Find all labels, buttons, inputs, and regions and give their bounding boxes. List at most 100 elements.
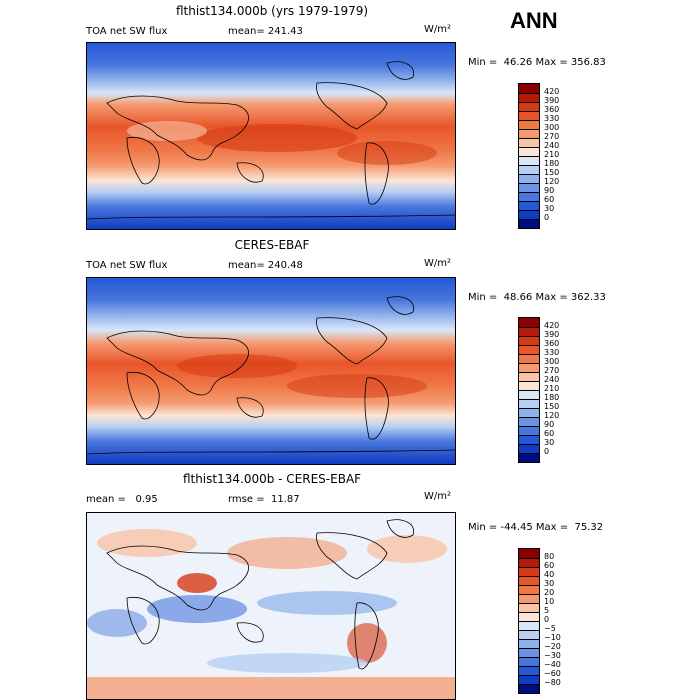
colorbar-swatch <box>519 576 539 585</box>
panel-3-units: W/m² <box>424 491 452 502</box>
colorbar-swatch <box>519 336 539 345</box>
colorbar-swatch <box>519 549 539 558</box>
colorbar-tick: 60 <box>544 429 555 438</box>
panel-1-mean-label: mean= 241.43 <box>228 26 303 37</box>
panel-2-left-label: TOA net SW flux <box>86 260 168 271</box>
colorbar-swatch <box>519 120 539 129</box>
colorbar-swatch <box>519 147 539 156</box>
panel-1-map <box>86 42 456 230</box>
colorbar-swatch <box>519 675 539 684</box>
colorbar-tick: 0 <box>544 615 550 624</box>
colorbar-swatch <box>519 201 539 210</box>
panel-2-units: W/m² <box>424 258 452 269</box>
colorbar-tick: 30 <box>544 579 555 588</box>
colorbar-swatch <box>519 354 539 363</box>
colorbar-swatch <box>519 612 539 621</box>
panel-3-colorbar <box>518 548 540 694</box>
panel-3-minmax: Min = -44.45 Max = 75.32 <box>468 522 604 533</box>
colorbar-swatch <box>519 345 539 354</box>
colorbar-tick: 300 <box>544 357 560 366</box>
colorbar-swatch <box>519 93 539 102</box>
panel-1-units: W/m² <box>424 24 452 35</box>
panel-2-colorbar <box>518 317 540 463</box>
colorbar-swatch <box>519 84 539 93</box>
colorbar-tick: 240 <box>544 141 560 150</box>
colorbar-swatch <box>519 585 539 594</box>
colorbar-swatch <box>519 567 539 576</box>
colorbar-tick: −30 <box>544 651 561 660</box>
colorbar-tick: 150 <box>544 402 560 411</box>
colorbar-tick: 420 <box>544 321 560 330</box>
colorbar-tick: 330 <box>544 348 560 357</box>
colorbar-tick: 300 <box>544 123 560 132</box>
colorbar-swatch <box>519 666 539 675</box>
colorbar-swatch <box>519 639 539 648</box>
colorbar-tick: 0 <box>544 213 550 222</box>
colorbar-tick: 240 <box>544 375 560 384</box>
colorbar-swatch <box>519 426 539 435</box>
colorbar-tick: 360 <box>544 105 560 114</box>
colorbar-swatch <box>519 138 539 147</box>
colorbar-swatch <box>519 129 539 138</box>
colorbar-tick: 180 <box>544 393 560 402</box>
colorbar-tick: 390 <box>544 330 560 339</box>
colorbar-tick: 270 <box>544 366 560 375</box>
panel-3-rmse-label: rmse = 11.87 <box>228 494 300 505</box>
colorbar-tick: 60 <box>544 561 555 570</box>
panel-1-title: flthist134.000b (yrs 1979-1979) <box>175 4 369 18</box>
panel-1-colorbar-ticks: 420 390 360 330 300 270 240 210 180 150 … <box>544 83 584 231</box>
colorbar-tick: 210 <box>544 150 560 159</box>
colorbar-swatch <box>519 111 539 120</box>
panel-3-colorbar-ticks: 80 60 40 30 20 10 5 0 −5 −10 −20 −30 −40… <box>544 548 584 696</box>
panel-2-minmax: Min = 48.66 Max = 362.33 <box>468 292 606 303</box>
panel-2-mean-label: mean= 240.48 <box>228 260 303 271</box>
panel-3-map <box>86 512 456 700</box>
colorbar-swatch <box>519 165 539 174</box>
colorbar-swatch <box>519 156 539 165</box>
colorbar-swatch <box>519 657 539 666</box>
panel-3-mean-label: mean = 0.95 <box>86 494 158 505</box>
panel-1-minmax: Min = 46.26 Max = 356.83 <box>468 57 606 68</box>
panel-2-colorbar-ticks: 420 390 360 330 300 270 240 210 180 150 … <box>544 317 584 465</box>
colorbar-swatch <box>519 318 539 327</box>
colorbar-swatch <box>519 603 539 612</box>
colorbar-swatch <box>519 372 539 381</box>
colorbar-tick: −60 <box>544 669 561 678</box>
colorbar-swatch <box>519 444 539 453</box>
colorbar-swatch <box>519 219 539 228</box>
colorbar-tick: 210 <box>544 384 560 393</box>
colorbar-tick: 10 <box>544 597 555 606</box>
panel-1-colorbar <box>518 83 540 229</box>
colorbar-tick: 330 <box>544 114 560 123</box>
colorbar-swatch <box>519 210 539 219</box>
colorbar-tick: 390 <box>544 96 560 105</box>
colorbar-tick: 420 <box>544 87 560 96</box>
colorbar-tick: 270 <box>544 132 560 141</box>
colorbar-swatch <box>519 621 539 630</box>
colorbar-swatch <box>519 453 539 462</box>
colorbar-swatch <box>519 363 539 372</box>
colorbar-tick: 30 <box>544 438 555 447</box>
colorbar-tick: 80 <box>544 552 555 561</box>
colorbar-tick: 180 <box>544 159 560 168</box>
colorbar-tick: −5 <box>544 624 556 633</box>
colorbar-tick: −10 <box>544 633 561 642</box>
colorbar-swatch <box>519 630 539 639</box>
colorbar-swatch <box>519 684 539 693</box>
colorbar-tick: 150 <box>544 168 560 177</box>
colorbar-tick: 20 <box>544 588 555 597</box>
colorbar-swatch <box>519 648 539 657</box>
colorbar-tick: 90 <box>544 186 555 195</box>
panel-3-map-field <box>87 513 455 699</box>
panel-1-left-label: TOA net SW flux <box>86 26 168 37</box>
colorbar-swatch <box>519 594 539 603</box>
colorbar-tick: 90 <box>544 420 555 429</box>
panel-2-map-field <box>87 278 455 464</box>
colorbar-swatch <box>519 417 539 426</box>
colorbar-tick: −40 <box>544 660 561 669</box>
colorbar-tick: 30 <box>544 204 555 213</box>
panel-2-map <box>86 277 456 465</box>
colorbar-swatch <box>519 102 539 111</box>
panel-1-map-field <box>87 43 455 229</box>
colorbar-swatch <box>519 327 539 336</box>
